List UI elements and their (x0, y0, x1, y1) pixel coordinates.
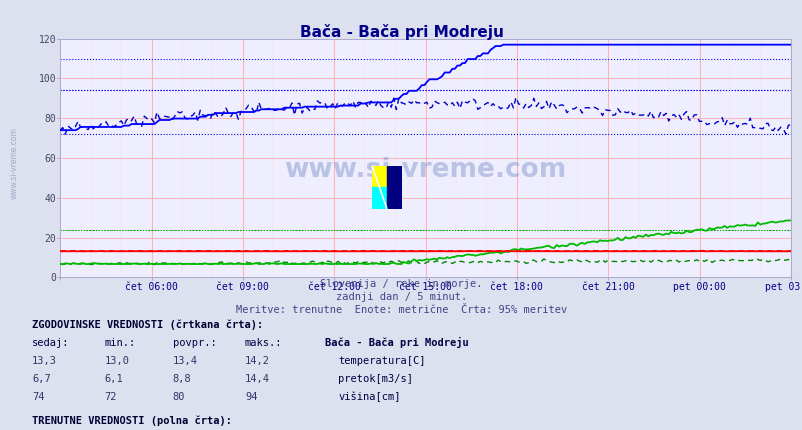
Text: 80: 80 (172, 392, 185, 402)
Bar (371, 187, 387, 209)
Text: višina[cm]: višina[cm] (338, 391, 400, 402)
Text: Bača - Bača pri Modreju: Bača - Bača pri Modreju (299, 24, 503, 40)
Text: www.si-vreme.com: www.si-vreme.com (10, 127, 18, 200)
Text: Meritve: trenutne  Enote: metrične  Črta: 95% meritev: Meritve: trenutne Enote: metrične Črta: … (236, 305, 566, 315)
Text: zadnji dan / 5 minut.: zadnji dan / 5 minut. (335, 292, 467, 302)
Text: 74: 74 (32, 392, 45, 402)
Text: 13,0: 13,0 (104, 356, 129, 366)
Text: 14,4: 14,4 (245, 374, 269, 384)
Bar (387, 166, 402, 209)
Text: 72: 72 (104, 392, 117, 402)
Text: Slovenija / reke in morje.: Slovenija / reke in morje. (320, 279, 482, 289)
Text: TRENUTNE VREDNOSTI (polna črta):: TRENUTNE VREDNOSTI (polna črta): (32, 415, 232, 426)
Bar (371, 166, 387, 187)
Text: www.si-vreme.com: www.si-vreme.com (284, 157, 566, 183)
Text: 13,4: 13,4 (172, 356, 197, 366)
Text: sedaj:: sedaj: (32, 338, 70, 348)
Text: maks.:: maks.: (245, 338, 282, 348)
Text: Bača - Bača pri Modreju: Bača - Bača pri Modreju (325, 337, 468, 348)
Text: min.:: min.: (104, 338, 136, 348)
Text: pretok[m3/s]: pretok[m3/s] (338, 374, 412, 384)
Text: ZGODOVINSKE VREDNOSTI (črtkana črta):: ZGODOVINSKE VREDNOSTI (črtkana črta): (32, 319, 263, 330)
Text: temperatura[C]: temperatura[C] (338, 356, 425, 366)
Text: 6,1: 6,1 (104, 374, 123, 384)
Text: 14,2: 14,2 (245, 356, 269, 366)
Text: povpr.:: povpr.: (172, 338, 216, 348)
Text: 8,8: 8,8 (172, 374, 191, 384)
Text: 6,7: 6,7 (32, 374, 51, 384)
Text: 13,3: 13,3 (32, 356, 57, 366)
Text: 94: 94 (245, 392, 257, 402)
